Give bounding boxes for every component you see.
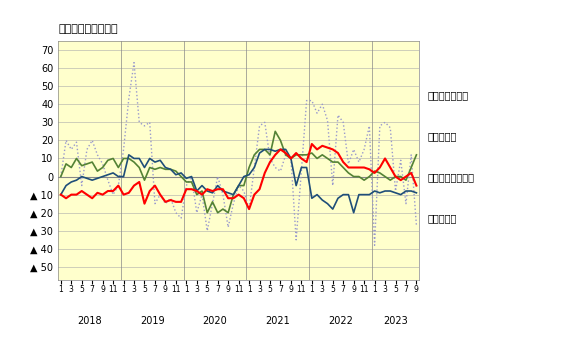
- Text: 分譲一户建（緑）: 分譲一户建（緑）: [428, 172, 475, 182]
- Text: 貸家（赤）: 貸家（赤）: [428, 131, 457, 142]
- Text: 2021: 2021: [265, 315, 290, 326]
- Text: 持家（青）: 持家（青）: [428, 213, 457, 223]
- Text: （前年同月比、％）: （前年同月比、％）: [58, 24, 118, 34]
- Text: 2018: 2018: [77, 315, 102, 326]
- Text: 2022: 2022: [328, 315, 353, 326]
- Text: 2019: 2019: [140, 315, 165, 326]
- Text: 2023: 2023: [383, 315, 408, 326]
- Text: 2020: 2020: [203, 315, 228, 326]
- Text: 分譲マンション: 分譲マンション: [428, 90, 469, 101]
